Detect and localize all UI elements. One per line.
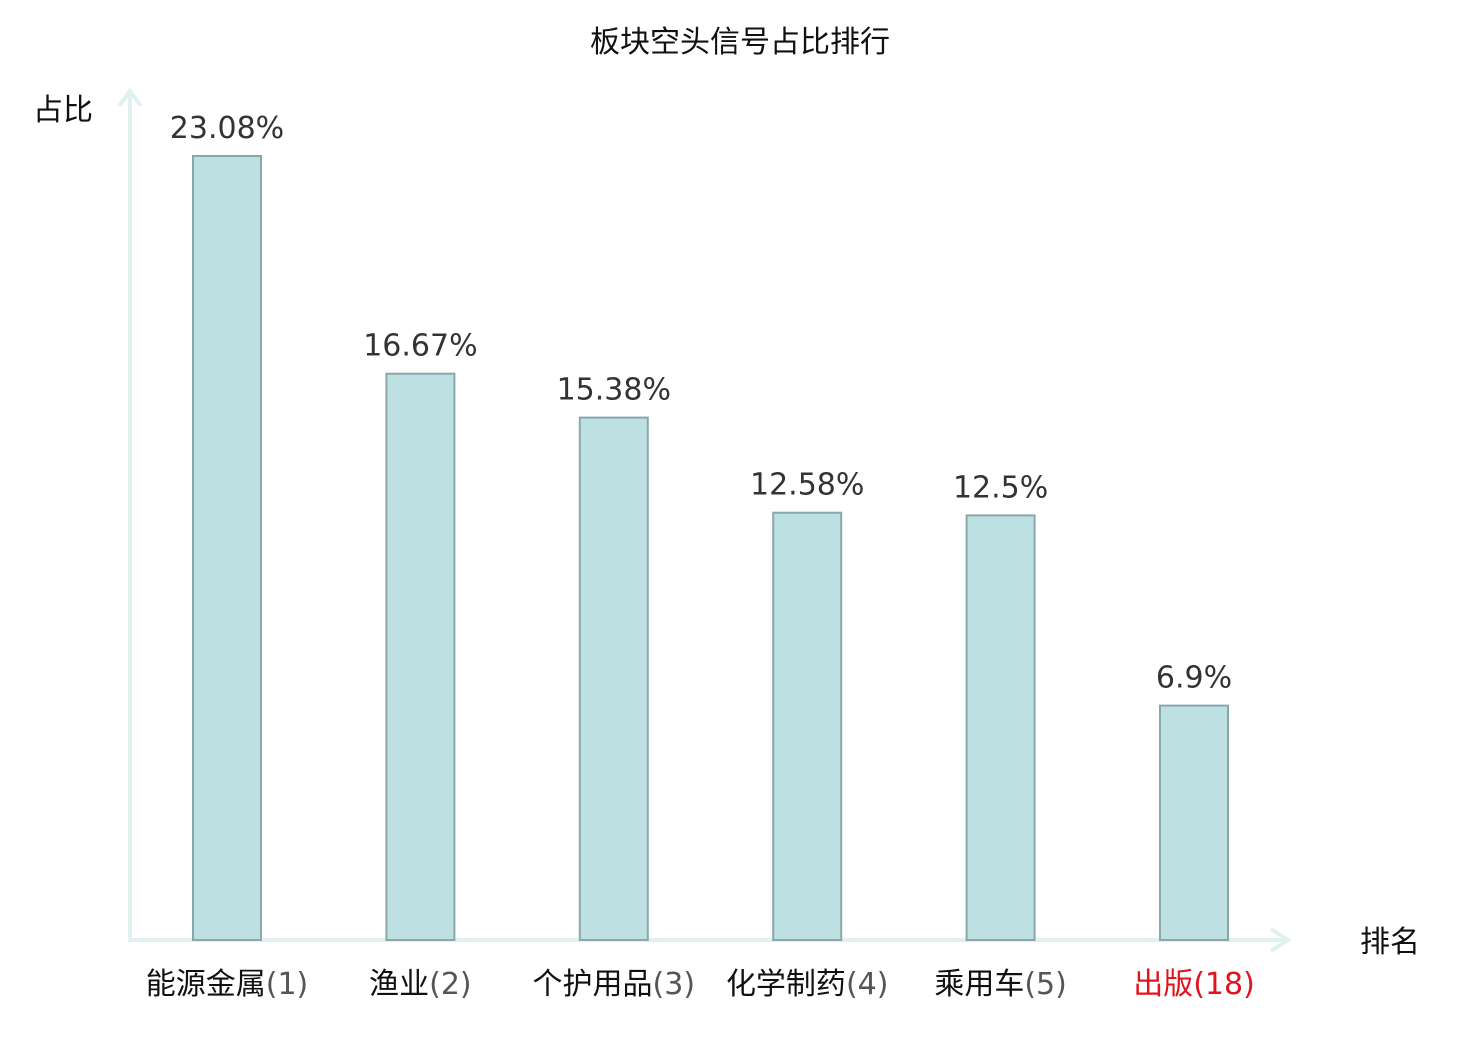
category-rank: (2) [429,967,472,1002]
category-name: 出版 [1133,967,1193,1002]
value-label-3: 15.38% [557,373,671,408]
category-name: 能源金属 [146,967,266,1002]
bar-6 [1159,704,1229,941]
category-rank: (3) [653,967,696,1002]
bar-1 [192,155,262,941]
axes [117,87,1292,953]
bars-group [192,155,1229,942]
category-label-5: 乘用车(5) [934,967,1067,1002]
category-rank: (18) [1193,967,1255,1002]
category-name: 个护用品 [533,967,653,1002]
value-label-6: 6.9% [1156,661,1232,696]
category-labels-group: 能源金属(1) 渔业(2) 个护用品(3) 化学制药(4) 乘用车(5) 出版(18) [146,967,1255,1002]
category-label-3: 个护用品(3) [533,967,696,1002]
value-labels-group: 23.08% 16.67% 15.38% 12.58% 12.5% 6.9% [170,111,1232,696]
category-name: 化学制药 [726,967,846,1002]
chart-title: 板块空头信号占比排行 [590,25,890,60]
category-name: 渔业 [369,967,429,1002]
bar-5 [965,514,1036,942]
category-name: 乘用车 [934,967,1024,1002]
y-axis-arrow [117,87,143,108]
category-label-2: 渔业(2) [369,967,472,1002]
value-label-1: 23.08% [170,111,284,146]
value-label-4: 12.58% [750,468,864,503]
value-label-5: 12.5% [953,470,1048,505]
x-axis-arrow [1269,927,1292,953]
category-rank: (5) [1024,967,1067,1002]
category-label-6: 出版(18) [1133,967,1255,1002]
bar-3 [578,416,649,942]
value-label-2: 16.67% [363,329,477,364]
x-axis-label: 排名 [1360,925,1420,960]
category-label-4: 化学制药(4) [726,967,889,1002]
category-label-1: 能源金属(1) [146,967,309,1002]
bar-2 [385,372,456,941]
category-rank: (4) [846,967,889,1002]
y-axis-label: 占比 [33,93,93,128]
bar-4 [772,511,843,941]
category-rank: (1) [266,967,309,1002]
